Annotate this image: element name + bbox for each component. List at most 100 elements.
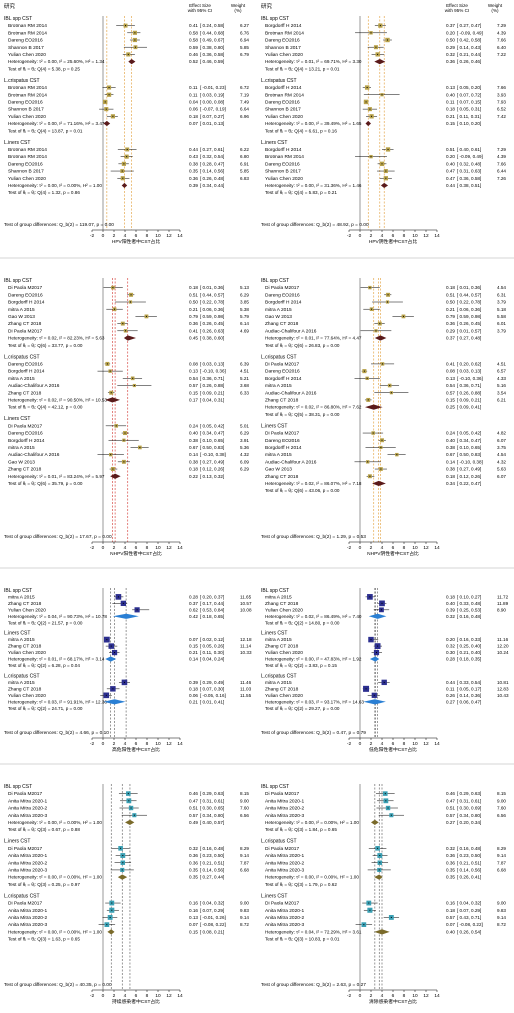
study-label: Audiac-Chalifour A 2016 — [8, 452, 60, 458]
effect-size-value: 0.36 — [189, 176, 198, 181]
weight-value: 9.00 — [240, 901, 249, 906]
study-row: Brotman RM 2014 0.41[ 0.24, 0.58] 6.27 — [8, 23, 249, 29]
point-marker — [122, 323, 124, 325]
effect-size-value: 0.57 — [446, 813, 455, 818]
pooled-row: Heterogeneity: τ² = 0.00, I² = 31.36%, H… — [265, 182, 481, 189]
study-row: mitra A 2015 0.54[ 0.36, 0.71] 5.21 — [8, 376, 249, 382]
study-label: Anita Mitra 2020-3 — [265, 922, 305, 928]
effect-size-value: 0.38 — [189, 438, 198, 443]
pooled-diamond — [365, 120, 371, 127]
effect-size-value: 0.18 — [446, 107, 455, 112]
study-row: Zhang CT 2018 0.36[ 0.26, 0.45] 6.01 — [265, 321, 506, 327]
ci-value: [ -0.10, 0.38] — [200, 452, 226, 457]
heterogeneity-text: Heterogeneity: τ² = 0.00, I² = 39.49%, H… — [265, 121, 362, 126]
ci-value: [ 0.05, 0.20] — [457, 85, 481, 90]
header-weight-label: (%) — [234, 8, 242, 13]
subgroup-title: IBL spp CST — [4, 588, 32, 594]
x-tick-label: 6 — [135, 233, 138, 239]
pooled-ci-value: [ 0.22, 0.47] — [457, 481, 481, 486]
ci-value: [ 0.27, 0.49] — [457, 467, 481, 472]
study-row: Yulian Chen 2020 0.06[ -0.05, 0.16] 11.55 — [8, 692, 252, 699]
effect-size-value: 0.13 — [446, 376, 455, 381]
weight-value: 10.24 — [497, 650, 509, 655]
effect-size-value: 0.16 — [189, 908, 198, 913]
weight-value: 7.29 — [497, 23, 506, 28]
ci-value: [ 0.43, 0.71] — [457, 915, 481, 920]
study-row: Borgdorff H 2014 0.50[ 0.22, 0.78] 3.79 — [265, 300, 506, 306]
effect-size-value: 0.18 — [446, 594, 455, 599]
study-row: Zhang CT 2018 0.18[ 0.12, 0.26] 6.07 — [265, 474, 506, 480]
ci-value: [ 0.31, 0.63] — [457, 169, 481, 174]
subgroup-test-text: Test of θᵢ = θⱼ: Q(4) = 42.12, p = 0.00 — [8, 405, 83, 410]
pooled-diamond — [374, 874, 383, 880]
point-marker — [130, 301, 131, 303]
weight-value: 9.14 — [240, 853, 249, 858]
weight-value: 12.20 — [497, 644, 509, 649]
study-label: Borgdorff H 2014 — [265, 85, 302, 91]
study-row: Yulian Chen 2020 0.30[ 0.21, 0.40] 10.24 — [265, 649, 509, 656]
subgroup-test-text: Test of θᵢ = θⱼ: Q(6) = 33.77, p = 0.00 — [8, 343, 83, 348]
ci-value: [ 0.20, 0.37] — [200, 594, 224, 599]
effect-size-value: 0.14 — [446, 459, 455, 464]
pooled-effect-value: 0.17 — [189, 398, 198, 403]
subgroup-test-text: Test of θᵢ = θⱼ: Q(2) = 14.80, p = 0.00 — [265, 620, 340, 625]
pooled-row: Heterogeneity: τ² = 0.01, I² = 83.24%, H… — [8, 473, 224, 479]
study-label: Di Paola M2017 — [265, 362, 299, 368]
point-marker — [370, 32, 372, 34]
study-label: Yulian Chen 2020 — [265, 693, 303, 699]
effect-size-value: 0.21 — [446, 114, 455, 119]
study-label: mitra A 2015 — [8, 637, 35, 643]
study-label: Anita Mitra 2020-3 — [8, 868, 48, 874]
ci-value: [ -0.08, 0.22] — [200, 922, 226, 927]
pooled-effect-value: 0.15 — [189, 929, 198, 934]
pooled-row: Heterogeneity: τ² = 0.04, I² = 72.29%, H… — [265, 929, 481, 935]
x-tick-label: 0 — [102, 993, 105, 999]
weight-value: 4.82 — [497, 431, 506, 436]
pooled-diamond — [125, 819, 135, 825]
ci-value: [ 0.59, 0.98] — [457, 314, 481, 319]
point-marker — [384, 793, 386, 795]
study-row: Zhang CT 2018 0.15[ 0.09, 0.21] 6.33 — [8, 390, 249, 396]
x-tick-label: 12 — [423, 993, 429, 999]
point-marker — [122, 855, 124, 857]
point-marker — [108, 94, 110, 96]
study-row: Yulian Chen 2020 0.47[ 0.36, 0.58] 7.26 — [265, 176, 506, 182]
study-label: Di Paola M2017 — [265, 901, 299, 907]
pooled-row: Heterogeneity: τ² = 0.00, I² = 0.00%, H²… — [8, 182, 224, 189]
ci-value: [ 0.09, 0.21] — [200, 390, 224, 395]
point-marker — [375, 46, 377, 48]
effect-size-value: 0.18 — [189, 285, 198, 290]
point-marker — [379, 862, 381, 864]
effect-size-value: 0.40 — [446, 161, 455, 166]
heterogeneity-text: Heterogeneity: τ² = 0.00, I² = 0.00%, H²… — [8, 929, 102, 934]
weight-value: 6.14 — [240, 321, 249, 326]
weight-value: 11.16 — [497, 637, 509, 642]
pooled-row: Heterogeneity: τ² = 0.00, I² = 0.00%, H²… — [265, 874, 481, 880]
point-marker — [105, 108, 107, 110]
subgroup-test-text: Test of θᵢ = θⱼ: Q(2) = 29.27, p = 0.00 — [265, 706, 340, 711]
weight-value: 3.75 — [497, 445, 506, 450]
pooled-ci-value: [ 0.27, 0.48] — [457, 336, 481, 341]
ci-value: [ 0.26, 0.48] — [200, 176, 224, 181]
x-tick-label: 2 — [113, 545, 116, 551]
point-marker — [368, 902, 370, 904]
ci-value: [ 0.07, 0.15] — [457, 100, 481, 105]
subgroup-title: IBL spp CST — [261, 278, 289, 284]
point-marker — [136, 609, 138, 611]
pooled-ci-value: [ 0.10, 0.20] — [457, 121, 481, 126]
x-axis-label: 持续感染者中CST占比 — [112, 998, 160, 1005]
study-row: Dareng EO2016 0.08[ 0.03, 0.13] 6.57 — [265, 369, 506, 375]
pooled-ci-value: [ 0.13, 0.32] — [200, 474, 224, 479]
study-label: Zhang CT 2018 — [265, 474, 299, 480]
study-label: Gao W 2013 — [8, 314, 35, 320]
weight-value: 8.15 — [497, 791, 506, 796]
ci-value: [ 0.29, 0.49] — [200, 680, 224, 685]
point-marker — [371, 308, 373, 310]
weight-value: 6.44 — [497, 169, 506, 174]
pooled-diamond — [107, 929, 115, 935]
